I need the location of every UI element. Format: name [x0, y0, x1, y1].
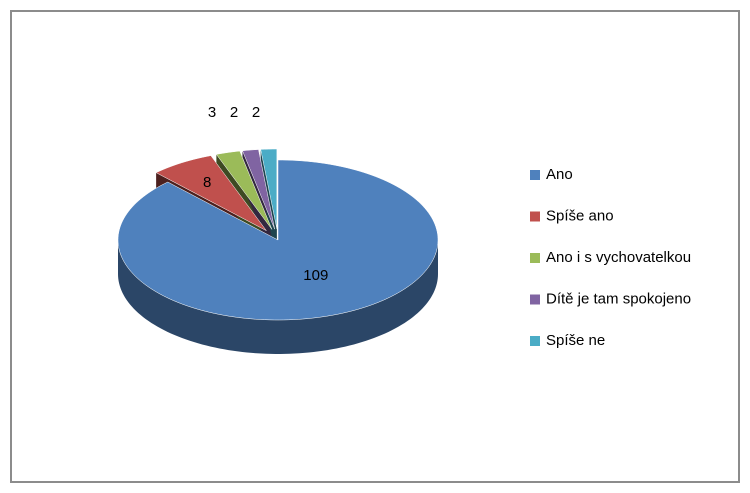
- slice: [155, 155, 267, 231]
- slice: [117, 159, 439, 321]
- legend-label: Dítě je tam spokojeno: [546, 290, 691, 307]
- slice: [260, 148, 278, 230]
- legend-swatch: [530, 253, 540, 263]
- data-label: 2: [252, 104, 260, 121]
- slice-side: [118, 240, 438, 354]
- legend-label: Ano i s vychovatelkou: [546, 249, 691, 266]
- legend-label: Ano: [546, 166, 573, 183]
- legend-swatch: [530, 336, 540, 346]
- slice: [215, 150, 273, 230]
- data-label: 109: [303, 267, 328, 284]
- legend-swatch: [530, 211, 540, 222]
- legend-swatch: [530, 294, 540, 305]
- data-label: 8: [203, 174, 211, 191]
- slice: [242, 149, 275, 230]
- legend-swatch: [530, 170, 540, 180]
- data-label: 2: [230, 104, 238, 121]
- legend-label: Spíše ano: [546, 207, 614, 224]
- data-label: 3: [208, 104, 216, 121]
- legend-label: Spíše ne: [546, 332, 605, 349]
